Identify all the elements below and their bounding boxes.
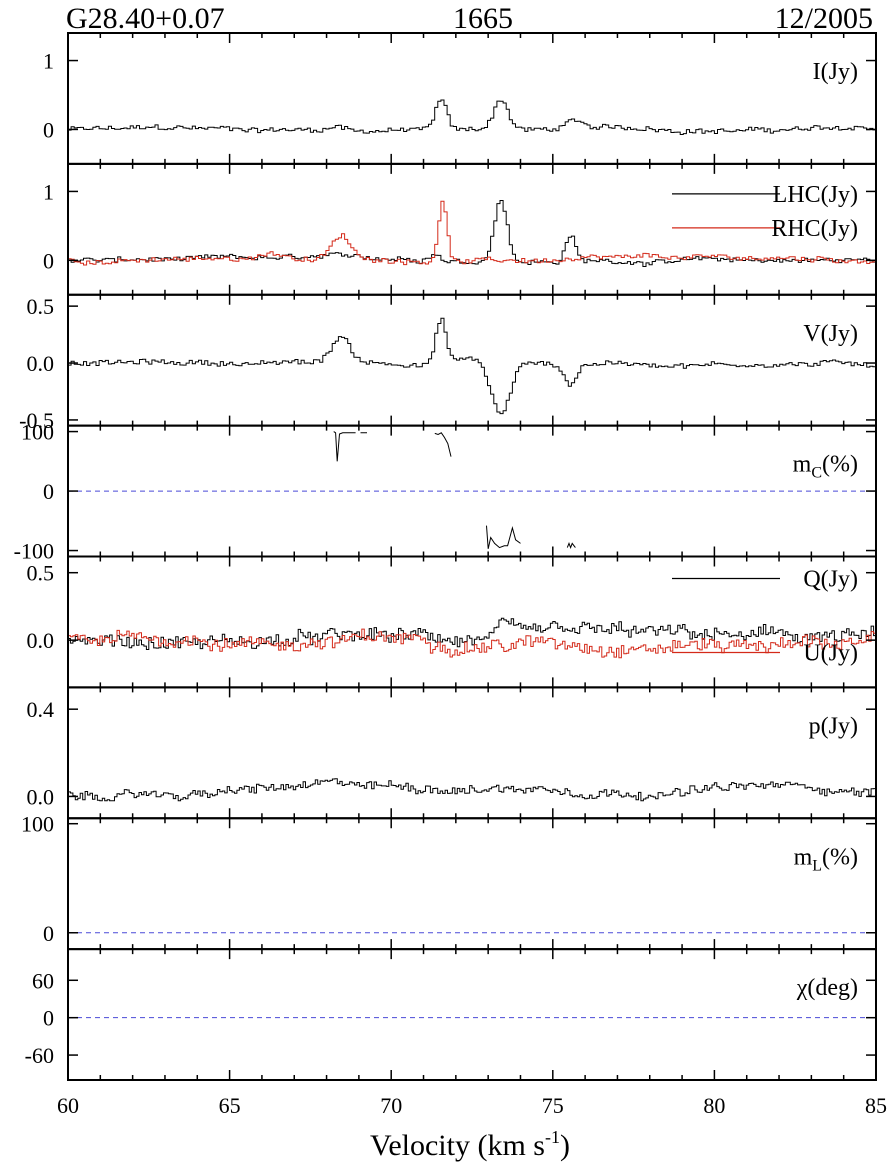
panel-1: 0 1 I(Jy) bbox=[43, 32, 877, 165]
panel-3: 0.5 0.0 -0.5 V(Jy) bbox=[19, 293, 877, 433]
panel-label: mC(%) bbox=[793, 452, 858, 482]
panel-4: 100 0 -100 mC(%) bbox=[14, 420, 877, 564]
frequency-label: 1665 bbox=[453, 2, 513, 35]
y-tick-label: 100 bbox=[21, 420, 54, 445]
y-tick-label: 1 bbox=[43, 49, 54, 74]
mc-segment-5 bbox=[566, 542, 576, 550]
x-tick-label: 85 bbox=[865, 1093, 887, 1118]
mc-segment-3 bbox=[434, 432, 452, 457]
y-tick-label: -100 bbox=[14, 539, 54, 564]
panel-8: 60 0 -60 χ(deg) bbox=[25, 948, 877, 1081]
panels-group: 0 1 I(Jy) 0 1 LHC(Jy) RHC(Jy) 0.5 0.0 -0.5 V(Jy) 10… bbox=[14, 32, 877, 1081]
x-tick-label: 80 bbox=[703, 1093, 725, 1118]
panel-frame bbox=[67, 555, 877, 689]
panel-frame bbox=[67, 948, 877, 1081]
panel-frame bbox=[67, 32, 877, 165]
panel-6: 0.4 0.0 p(Jy) bbox=[27, 686, 877, 820]
legend-label: U(Jy) bbox=[803, 641, 858, 667]
epoch-label: 12/2005 bbox=[775, 2, 873, 35]
panel-7: 100 0 mL(%) bbox=[21, 812, 877, 951]
y-tick-label: 0.5 bbox=[27, 561, 55, 586]
y-tick-label: 0.5 bbox=[27, 294, 55, 319]
series-line-2-1 bbox=[68, 200, 876, 267]
y-tick-label: 0 bbox=[43, 479, 54, 504]
figure-header: G28.40+0.07 1665 12/2005 bbox=[66, 2, 873, 35]
y-tick-label: 0.4 bbox=[27, 697, 55, 722]
x-tick-label: 75 bbox=[542, 1093, 564, 1118]
panel-2: 0 1 LHC(Jy) RHC(Jy) bbox=[43, 162, 877, 296]
y-tick-label: -0.5 bbox=[19, 408, 54, 433]
panel-frame bbox=[67, 817, 877, 951]
panel-frame bbox=[67, 162, 877, 296]
y-tick-label: 0 bbox=[43, 117, 54, 142]
y-tick-label: 100 bbox=[21, 812, 54, 837]
y-tick-label: 0.0 bbox=[27, 784, 55, 809]
y-tick-label: 60 bbox=[32, 968, 54, 993]
y-tick-label: 0.0 bbox=[27, 351, 55, 376]
panel-label: χ(deg) bbox=[796, 975, 858, 1001]
series-line-5-2 bbox=[68, 628, 876, 659]
legend-label: Q(Jy) bbox=[803, 567, 858, 593]
mc-segment-1 bbox=[333, 431, 356, 462]
panel-label: I(Jy) bbox=[813, 59, 858, 85]
x-axis-title: Velocity (km s-1) bbox=[370, 1127, 570, 1162]
x-tick-label: 70 bbox=[380, 1093, 402, 1118]
y-tick-label: 1 bbox=[43, 179, 54, 204]
panel-5: 0.5 0.0 Q(Jy) U(Jy) bbox=[27, 555, 877, 689]
y-tick-label: 0 bbox=[43, 921, 54, 946]
series-line-3-1 bbox=[68, 317, 876, 415]
series-line-6-1 bbox=[68, 778, 876, 802]
x-tick-label: 65 bbox=[219, 1093, 241, 1118]
panel-frame bbox=[67, 686, 877, 820]
mc-segment-4 bbox=[486, 525, 521, 549]
panel-label: mL(%) bbox=[794, 844, 858, 874]
series-line-1-1 bbox=[68, 99, 876, 135]
panel-label: p(Jy) bbox=[809, 713, 858, 739]
source-name: G28.40+0.07 bbox=[66, 2, 225, 35]
y-tick-label: 0 bbox=[43, 248, 54, 273]
legend-label: LHC(Jy) bbox=[773, 182, 858, 208]
y-tick-label: 0 bbox=[43, 1006, 54, 1031]
panel-label: V(Jy) bbox=[803, 321, 858, 347]
legend-label: RHC(Jy) bbox=[771, 216, 858, 242]
y-tick-label: 0.0 bbox=[27, 628, 55, 653]
y-tick-label: -60 bbox=[25, 1043, 54, 1068]
series-line-2-2 bbox=[68, 200, 876, 266]
x-axis: 60 65 70 75 80 85 Velocity (km s-1) bbox=[57, 1093, 887, 1162]
x-tick-label: 60 bbox=[57, 1093, 79, 1118]
series-line-5-1 bbox=[68, 617, 876, 650]
